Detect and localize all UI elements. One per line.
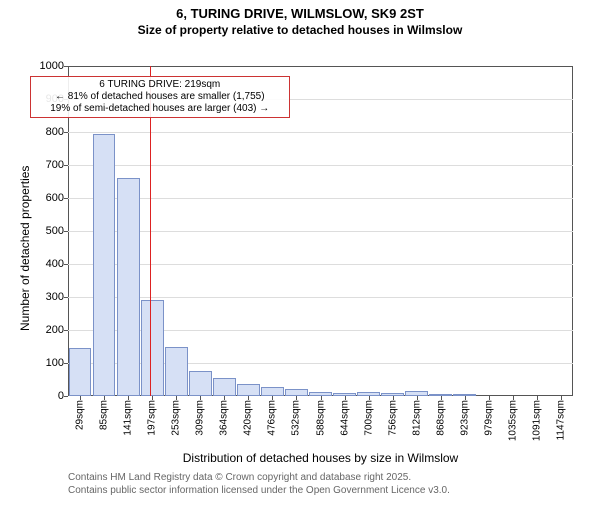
title-sub: Size of property relative to detached ho… (0, 23, 600, 37)
ytick-label: 800 (46, 126, 64, 138)
histogram-bar (213, 378, 236, 396)
gridline (68, 231, 573, 232)
ytick-mark (64, 264, 68, 265)
chart-area: 0100200300400500600700800900100029sqm85s… (68, 66, 573, 396)
chart-container: 6, TURING DRIVE, WILMSLOW, SK9 2ST Size … (0, 6, 600, 506)
xtick-label: 197sqm (147, 400, 158, 436)
annotation-line-1: 6 TURING DRIVE: 219sqm (35, 79, 285, 91)
xtick-label: 476sqm (267, 400, 278, 436)
xtick-label: 1035sqm (507, 400, 518, 441)
histogram-bar (141, 300, 164, 396)
ytick-mark (64, 66, 68, 67)
annotation-line-2: ← 81% of detached houses are smaller (1,… (35, 91, 285, 103)
y-axis-label: Number of detached properties (18, 166, 32, 331)
ytick-label: 300 (46, 291, 64, 303)
gridline (68, 297, 573, 298)
xtick-label: 532sqm (291, 400, 302, 436)
histogram-bar (237, 384, 260, 396)
annotation-line-3: 19% of semi-detached houses are larger (… (35, 103, 285, 115)
xtick-label: 85sqm (99, 400, 110, 430)
footer-line-2: Contains public sector information licen… (68, 484, 450, 497)
xtick-label: 868sqm (435, 400, 446, 436)
xtick-label: 812sqm (411, 400, 422, 436)
histogram-bar (165, 347, 188, 397)
xtick-label: 141sqm (123, 400, 134, 436)
gridline (68, 264, 573, 265)
ytick-label: 500 (46, 225, 64, 237)
xtick-label: 700sqm (363, 400, 374, 436)
ytick-mark (64, 297, 68, 298)
ytick-label: 1000 (40, 60, 64, 72)
x-axis-label: Distribution of detached houses by size … (68, 451, 573, 465)
xtick-label: 364sqm (219, 400, 230, 436)
ytick-mark (64, 198, 68, 199)
xtick-label: 644sqm (339, 400, 350, 436)
ytick-label: 700 (46, 159, 64, 171)
ytick-label: 400 (46, 258, 64, 270)
ytick-mark (64, 330, 68, 331)
xtick-label: 756sqm (387, 400, 398, 436)
xtick-label: 923sqm (459, 400, 470, 436)
ytick-mark (64, 165, 68, 166)
xtick-label: 253sqm (171, 400, 182, 436)
xtick-label: 309sqm (195, 400, 206, 436)
ytick-label: 100 (46, 357, 64, 369)
ytick-mark (64, 396, 68, 397)
xtick-label: 588sqm (315, 400, 326, 436)
ytick-mark (64, 363, 68, 364)
footer-attribution: Contains HM Land Registry data © Crown c… (68, 471, 450, 497)
ytick-label: 600 (46, 192, 64, 204)
gridline (68, 165, 573, 166)
histogram-bar (189, 371, 212, 396)
histogram-bar (69, 348, 92, 396)
xtick-label: 1091sqm (531, 400, 542, 441)
histogram-bar (117, 178, 140, 396)
histogram-bar (93, 134, 116, 396)
gridline (68, 198, 573, 199)
ytick-label: 0 (58, 390, 64, 402)
xtick-label: 979sqm (483, 400, 494, 436)
gridline (68, 132, 573, 133)
annotation-box: 6 TURING DRIVE: 219sqm← 81% of detached … (30, 76, 290, 118)
xtick-label: 29sqm (75, 400, 86, 430)
ytick-mark (64, 231, 68, 232)
histogram-bar (261, 387, 284, 396)
footer-line-1: Contains HM Land Registry data © Crown c… (68, 471, 450, 484)
ytick-label: 200 (46, 324, 64, 336)
histogram-bar (285, 389, 308, 396)
ytick-mark (64, 132, 68, 133)
xtick-label: 1147sqm (555, 400, 566, 440)
title-main: 6, TURING DRIVE, WILMSLOW, SK9 2ST (0, 6, 600, 21)
xtick-label: 420sqm (243, 400, 254, 436)
